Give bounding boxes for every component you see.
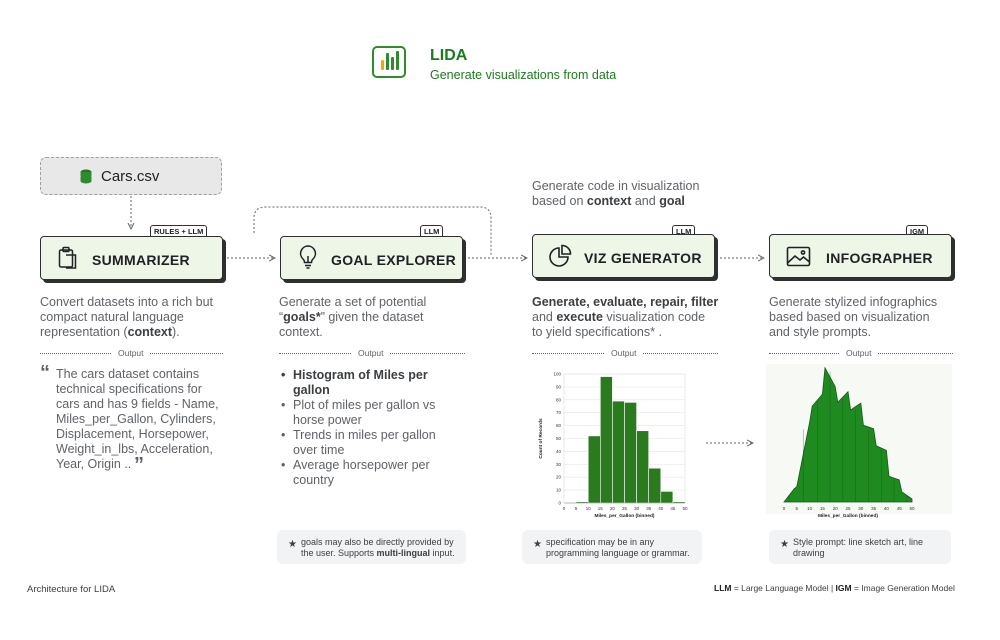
goal-item: Plot of miles per gallon vs horse power: [279, 398, 459, 428]
viz-generator-description: Generate, evaluate, repair, filter and e…: [532, 295, 719, 339]
infographic-chart: 0 5 10 15 20 25 30 35 40 45 50 Miles_per_Gallon (bi…: [766, 364, 952, 519]
goal-item: Average horsepower per country: [279, 458, 459, 488]
goals-note: ★ goals may also be directly provided by…: [277, 530, 466, 564]
x-tick-label: 10: [586, 506, 592, 511]
x-tick-label: 15: [598, 506, 604, 511]
histogram-bar: [660, 491, 674, 504]
spec-note: ★ specification may be in any programmin…: [522, 530, 702, 564]
x-tick-label: 50: [682, 506, 688, 511]
image-icon: [786, 246, 811, 267]
x-tick-label: 25: [622, 506, 628, 511]
histogram-bar: [624, 402, 637, 504]
summarizer-output-label: Output: [112, 348, 150, 358]
y-tick-label: 40: [556, 449, 562, 454]
x-tick-label: 0: [563, 506, 566, 511]
y-tick-label: 60: [556, 423, 562, 428]
y-tick-label: 20: [556, 475, 562, 480]
y-tick-label: 10: [556, 488, 562, 493]
x-tick-label: 35: [871, 506, 877, 511]
x-tick-label: 20: [610, 506, 616, 511]
lida-logo: [372, 46, 406, 78]
summary-output-text: The cars dataset contains technical spec…: [56, 367, 219, 471]
y-tick-label: 80: [556, 397, 562, 402]
goal-explorer-stage: [280, 236, 463, 280]
x-tick-label: 30: [858, 506, 864, 511]
x-tick-label: 30: [634, 506, 640, 511]
goal-explorer-description: Generate a set of potential “goals*” giv…: [279, 295, 427, 339]
y-tick-label: 70: [556, 410, 562, 415]
y-tick-label: 90: [556, 384, 562, 389]
x-axis-label: Miles_per_Gallon (binned): [595, 513, 655, 519]
figure-caption: Architecture for LIDA: [27, 584, 116, 595]
infographer-stage: [769, 234, 952, 278]
x-tick-label: 25: [845, 506, 851, 511]
asterisk-icon: ★: [288, 539, 297, 550]
goal-list: Histogram of Miles per gallon Plot of mi…: [279, 368, 459, 488]
summarizer-description: Convert datasets into a rich but compact…: [40, 295, 214, 339]
y-axis-label: Count of Records: [538, 418, 544, 459]
app-title: LIDA: [430, 47, 468, 64]
asterisk-icon: ★: [780, 539, 789, 550]
histogram-chart: 0 10 20 30 40 50 60 70 80 90 100 0 5 10 15 20 25 30 35 40 45…: [538, 372, 688, 520]
asterisk-icon: ★: [533, 539, 542, 550]
summarizer-tag: RULES + LLM: [150, 225, 208, 238]
skyline-area: [783, 366, 913, 503]
goal-item: Histogram of Miles per gallon: [279, 368, 459, 398]
viz-annotation: Generate code in visualization based on …: [532, 179, 700, 208]
close-quote: ”: [134, 454, 144, 476]
style-prompt-note: ★ Style prompt: line sketch art, line dr…: [769, 530, 951, 564]
viz-generator-title: VIZ GENERATOR: [584, 250, 702, 266]
summarizer-title: SUMMARIZER: [92, 252, 190, 268]
x-tick-label: 40: [658, 506, 664, 511]
infographer-description: Generate stylized infographics based bas…: [769, 295, 938, 339]
histogram-bar: [636, 430, 649, 504]
x-tick-label: 5: [575, 506, 578, 511]
goal-explorer-title: GOAL EXPLORER: [331, 252, 456, 268]
infographer-title: INFOGRAPHER: [826, 250, 933, 266]
x-tick-label: 15: [820, 506, 826, 511]
histogram-bar: [587, 435, 601, 504]
cars-csv-label: Cars.csv: [101, 168, 160, 185]
x-tick-label: 20: [833, 506, 839, 511]
histogram-bar: [600, 376, 613, 504]
abbreviation-legend: LLM = Large Language Model | IGM = Image…: [714, 583, 955, 593]
y-tick-label: 100: [553, 372, 561, 377]
x-tick-label: 35: [646, 506, 652, 511]
goal-explorer-tag: LLM: [420, 225, 444, 238]
x-tick-label: 5: [796, 506, 799, 511]
goal-item: Trends in miles per gallon over time: [279, 428, 459, 458]
viz-output-label: Output: [605, 348, 643, 358]
open-quote: “: [40, 362, 50, 384]
clipboard-icon: [58, 246, 77, 269]
x-tick-label: 0: [783, 506, 786, 511]
database-icon: [80, 169, 92, 184]
histogram-bar: [648, 467, 662, 504]
x-axis-label: Miles_per_Gallon (binned): [818, 513, 878, 519]
x-tick-label: 45: [897, 506, 903, 511]
goal-output-label: Output: [352, 348, 390, 358]
x-tick-label: 50: [909, 506, 915, 511]
x-tick-label: 45: [670, 506, 676, 511]
y-tick-label: 0: [558, 501, 561, 506]
cars-csv-node: [40, 157, 222, 195]
viz-generator-stage: [532, 234, 715, 278]
summarizer-stage: [40, 236, 223, 280]
x-tick-label: 40: [884, 506, 890, 511]
y-tick-label: 50: [556, 436, 562, 441]
app-subtitle: Generate visualizations from data: [430, 68, 617, 82]
histogram-bar: [612, 400, 625, 504]
pie-chart-icon: [549, 244, 572, 267]
lightbulb-icon: [299, 245, 317, 269]
infographer-output-label: Output: [840, 348, 878, 358]
y-tick-label: 30: [556, 462, 562, 467]
x-tick-label: 10: [807, 506, 813, 511]
